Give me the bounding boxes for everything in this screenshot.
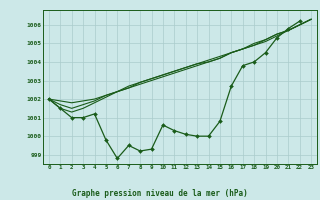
Text: Graphe pression niveau de la mer (hPa): Graphe pression niveau de la mer (hPa)	[72, 189, 248, 198]
